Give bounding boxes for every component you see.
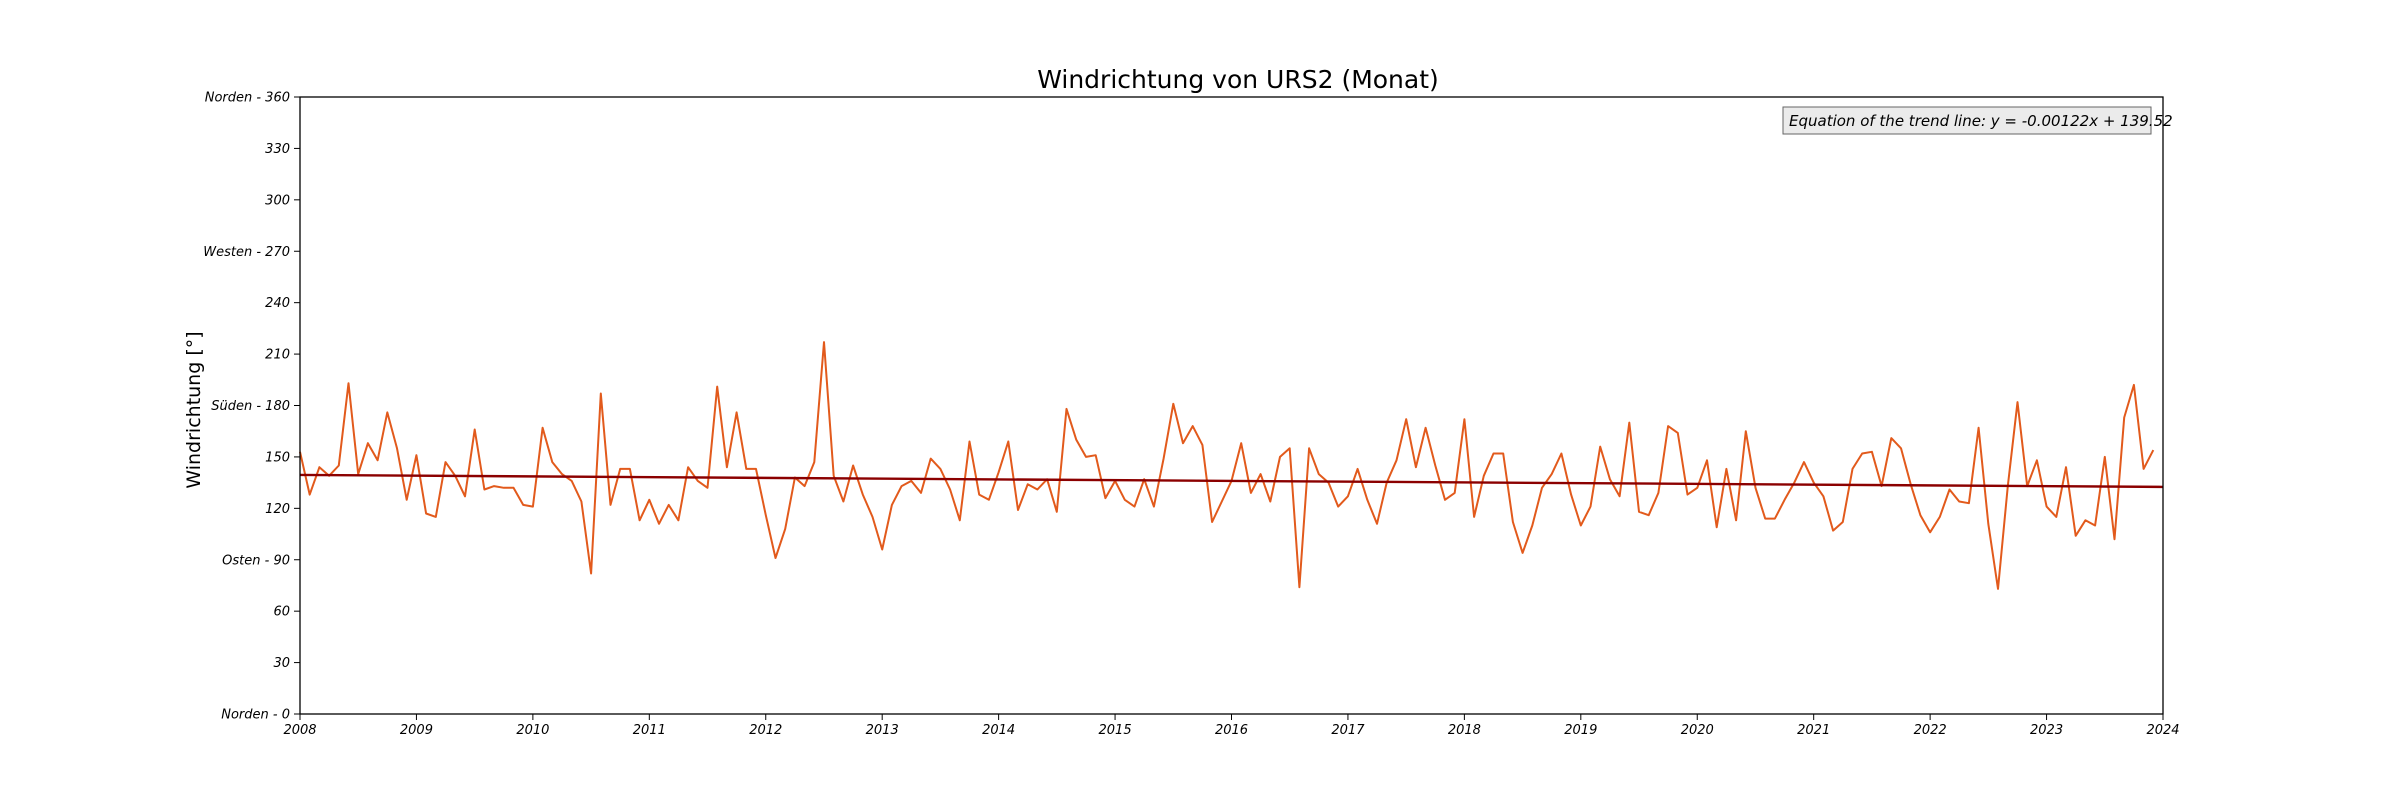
- series-layer: [299, 341, 2164, 590]
- x-tick-label: 2015: [1099, 723, 1132, 738]
- plot-frame: [299, 96, 2164, 715]
- trend-equation-legend: Equation of the trend line: y = -0.00122…: [1782, 106, 2173, 135]
- trend-equation-text: Equation of the trend line: y = -0.00122…: [1789, 112, 2173, 130]
- x-tick-label: 2016: [1215, 723, 1248, 738]
- y-axis-ticks: Norden - 0 30 60 Osten - 90 120 150 Süden - 18…: [203, 91, 300, 723]
- x-tick-label: 2021: [1797, 723, 1830, 738]
- y-tick-label: 240: [265, 296, 290, 311]
- y-tick-label: 150: [265, 450, 290, 465]
- x-tick-label: 2010: [516, 723, 549, 738]
- x-tick-label: 2018: [1448, 723, 1481, 738]
- x-tick-label: 2019: [1564, 723, 1597, 738]
- x-tick-label: 2011: [633, 723, 666, 738]
- legend-background: [1782, 106, 2152, 135]
- x-tick-label: 2009: [400, 723, 433, 738]
- y-tick-label: Süden - 180: [211, 399, 290, 414]
- x-tick-label: 2022: [1914, 723, 1947, 738]
- x-tick-label: 2020: [1681, 723, 1714, 738]
- x-tick-label: 2017: [1331, 723, 1365, 738]
- wind-direction-line: [299, 341, 2155, 590]
- y-tick-label: Norden - 360: [205, 91, 290, 106]
- y-tick-label: 330: [265, 142, 290, 157]
- trend-line: [299, 473, 2164, 489]
- x-tick-label: 2008: [283, 723, 316, 738]
- y-tick-label: 60: [273, 605, 290, 620]
- y-axis-label: Windrichtung [°]: [183, 331, 205, 488]
- y-tick-label: 30: [273, 656, 290, 671]
- x-tick-label: 2023: [2030, 723, 2063, 738]
- x-tick-label: 2012: [749, 723, 782, 738]
- y-tick-label: Osten - 90: [222, 553, 290, 568]
- y-tick-label: Westen - 270: [203, 245, 290, 260]
- y-tick-label: 300: [265, 193, 290, 208]
- y-tick-label: 210: [265, 348, 290, 363]
- y-tick-label: Norden - 0: [221, 708, 290, 723]
- chart-title: Windrichtung von URS2 (Monat): [1037, 65, 1439, 94]
- x-tick-label: 2013: [866, 723, 899, 738]
- y-tick-label: 120: [265, 502, 290, 517]
- x-axis-ticks: 2008 2009 2010 2011 2012 2013 2014 2015 2016 2017…: [283, 714, 2180, 738]
- x-tick-label: 2014: [982, 723, 1015, 738]
- x-tick-label: 2024: [2146, 723, 2179, 738]
